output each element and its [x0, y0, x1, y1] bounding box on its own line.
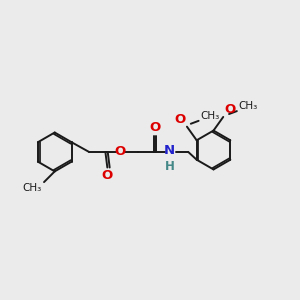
Text: O: O	[101, 169, 112, 182]
Text: O: O	[115, 146, 126, 158]
Text: O: O	[175, 113, 186, 126]
Text: N: N	[164, 145, 175, 158]
Text: CH₃: CH₃	[23, 183, 42, 193]
Text: O: O	[149, 122, 161, 134]
Text: H: H	[165, 160, 175, 173]
Text: CH₃: CH₃	[239, 101, 258, 111]
Text: CH₃: CH₃	[201, 111, 220, 121]
Text: O: O	[224, 103, 236, 116]
